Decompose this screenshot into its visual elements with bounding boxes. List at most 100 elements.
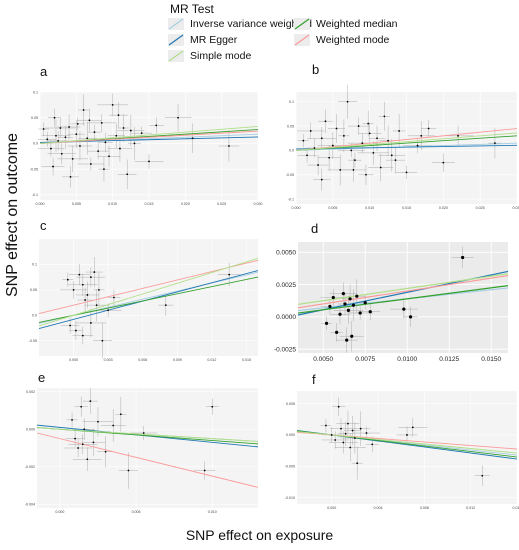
y-tick-label: -0.05 <box>29 339 37 343</box>
data-point <box>80 405 83 408</box>
data-point <box>394 159 397 162</box>
y-tick-label: -0.1 <box>32 193 38 197</box>
data-points <box>324 255 465 342</box>
x-tick-label: 0.003 <box>104 358 113 362</box>
data-point <box>50 147 52 150</box>
data-point <box>368 132 371 135</box>
y-tick-label: -0.05 <box>286 173 294 177</box>
data-point <box>306 154 308 157</box>
x-tick-label: 0.009 <box>173 358 182 362</box>
data-point <box>112 424 115 427</box>
legend-label-mr-egger: MR Egger <box>190 34 238 46</box>
x-tick-label: 0.010 <box>208 510 217 514</box>
data-point <box>78 273 81 276</box>
y-tick-label: 0.0000 <box>276 314 296 321</box>
data-point <box>383 115 386 118</box>
x-tick-label: 0.020 <box>181 202 190 206</box>
data-point <box>69 175 72 178</box>
data-point <box>101 339 104 342</box>
chart-panel-a: 0.000 0.005 0.010 0.015 0.020 0.025 0.030 0.1 0.… <box>25 82 263 212</box>
data-point <box>126 173 129 176</box>
data-point <box>359 427 362 430</box>
x-tick-label: 0.006 <box>138 358 147 362</box>
data-point <box>351 303 356 307</box>
data-point <box>390 154 393 157</box>
data-point <box>46 138 49 141</box>
data-point <box>115 134 118 137</box>
data-point <box>371 443 374 446</box>
data-point <box>328 304 332 309</box>
legend-label-weighted-median: Weighted median <box>316 18 398 30</box>
chart-panel-d: 0.0050 0.0075 0.0100 0.0125 0.0150 0.0050 0.00… <box>268 236 514 375</box>
y-tick-label: -0.05 <box>30 167 38 171</box>
data-point <box>100 121 103 124</box>
legend: MR Test Inverse variance weighted Weight… <box>168 0 398 62</box>
y-tick-label: 0.1 <box>32 263 37 267</box>
data-point <box>75 133 78 136</box>
legend-title: MR Test <box>170 2 214 16</box>
scatter-plot-c: 0.000 0.003 0.006 0.009 0.012 0.015 0.1 0.05 0.0… <box>29 239 259 362</box>
data-point <box>164 304 167 307</box>
chart-panel-b: 0.000 0.005 0.010 0.015 0.020 0.025 0.030 0.1 0.… <box>282 82 519 217</box>
y-axis-label: SNP effect on outcome <box>4 133 21 297</box>
data-point <box>481 474 484 477</box>
regression-lines <box>295 128 518 151</box>
data-point <box>363 301 367 305</box>
x-tick-label: 0.0125 <box>439 356 459 363</box>
scatter-plot-a: 0.000 0.005 0.010 0.015 0.020 0.025 0.030 0.1 0.… <box>30 90 263 206</box>
data-point <box>81 283 84 286</box>
data-point <box>402 307 406 311</box>
x-axis-label: SNP effect on exposure <box>185 527 334 543</box>
line-simple-mode <box>39 126 259 144</box>
data-point <box>320 137 323 140</box>
data-point <box>365 432 368 434</box>
data-point <box>133 142 136 145</box>
data-point <box>76 122 79 125</box>
x-tick-label: 0.016 <box>513 506 519 510</box>
data-point <box>357 125 360 127</box>
data-point <box>129 129 132 132</box>
data-point <box>355 294 359 298</box>
data-point <box>89 322 92 324</box>
x-tick-label: 0.012 <box>207 358 216 362</box>
regression-lines <box>38 257 259 329</box>
x-tick-label: 0.005 <box>328 206 337 210</box>
data-point <box>71 418 73 421</box>
data-point <box>113 296 115 299</box>
line-weighted-mode <box>36 432 259 488</box>
data-point <box>361 142 364 145</box>
data-point <box>119 413 122 416</box>
data-point <box>93 271 96 273</box>
data-point <box>309 130 312 132</box>
data-point <box>104 450 107 453</box>
data-point <box>372 151 375 154</box>
data-point <box>97 420 99 423</box>
data-point <box>331 144 334 147</box>
data-point <box>69 324 72 327</box>
regression-lines <box>296 429 518 460</box>
x-tick-label: 0.010 <box>365 206 374 210</box>
data-point <box>342 134 345 137</box>
data-point <box>325 424 327 427</box>
x-tick-label: 0.030 <box>513 206 519 210</box>
y-tick-label: -0.005 <box>285 465 295 469</box>
data-point <box>79 145 81 147</box>
data-point <box>97 150 100 153</box>
y-tick-label: 0.0 <box>32 314 37 318</box>
data-point <box>88 119 91 122</box>
data-point <box>92 441 95 444</box>
data-point <box>348 297 352 301</box>
data-point <box>335 127 338 130</box>
data-point <box>142 432 145 434</box>
data-point <box>387 139 389 142</box>
y-tick-label: 0.0 <box>289 149 294 153</box>
data-point <box>64 136 67 139</box>
data-point <box>368 310 372 314</box>
y-tick-label: 0.05 <box>31 116 38 120</box>
x-tick-label: 0.015 <box>402 206 411 210</box>
data-point <box>358 311 362 315</box>
data-point <box>349 446 352 449</box>
x-tick-label: 0.020 <box>439 206 448 210</box>
y-tick-label: 0.002 <box>26 390 35 394</box>
data-point <box>427 127 430 130</box>
